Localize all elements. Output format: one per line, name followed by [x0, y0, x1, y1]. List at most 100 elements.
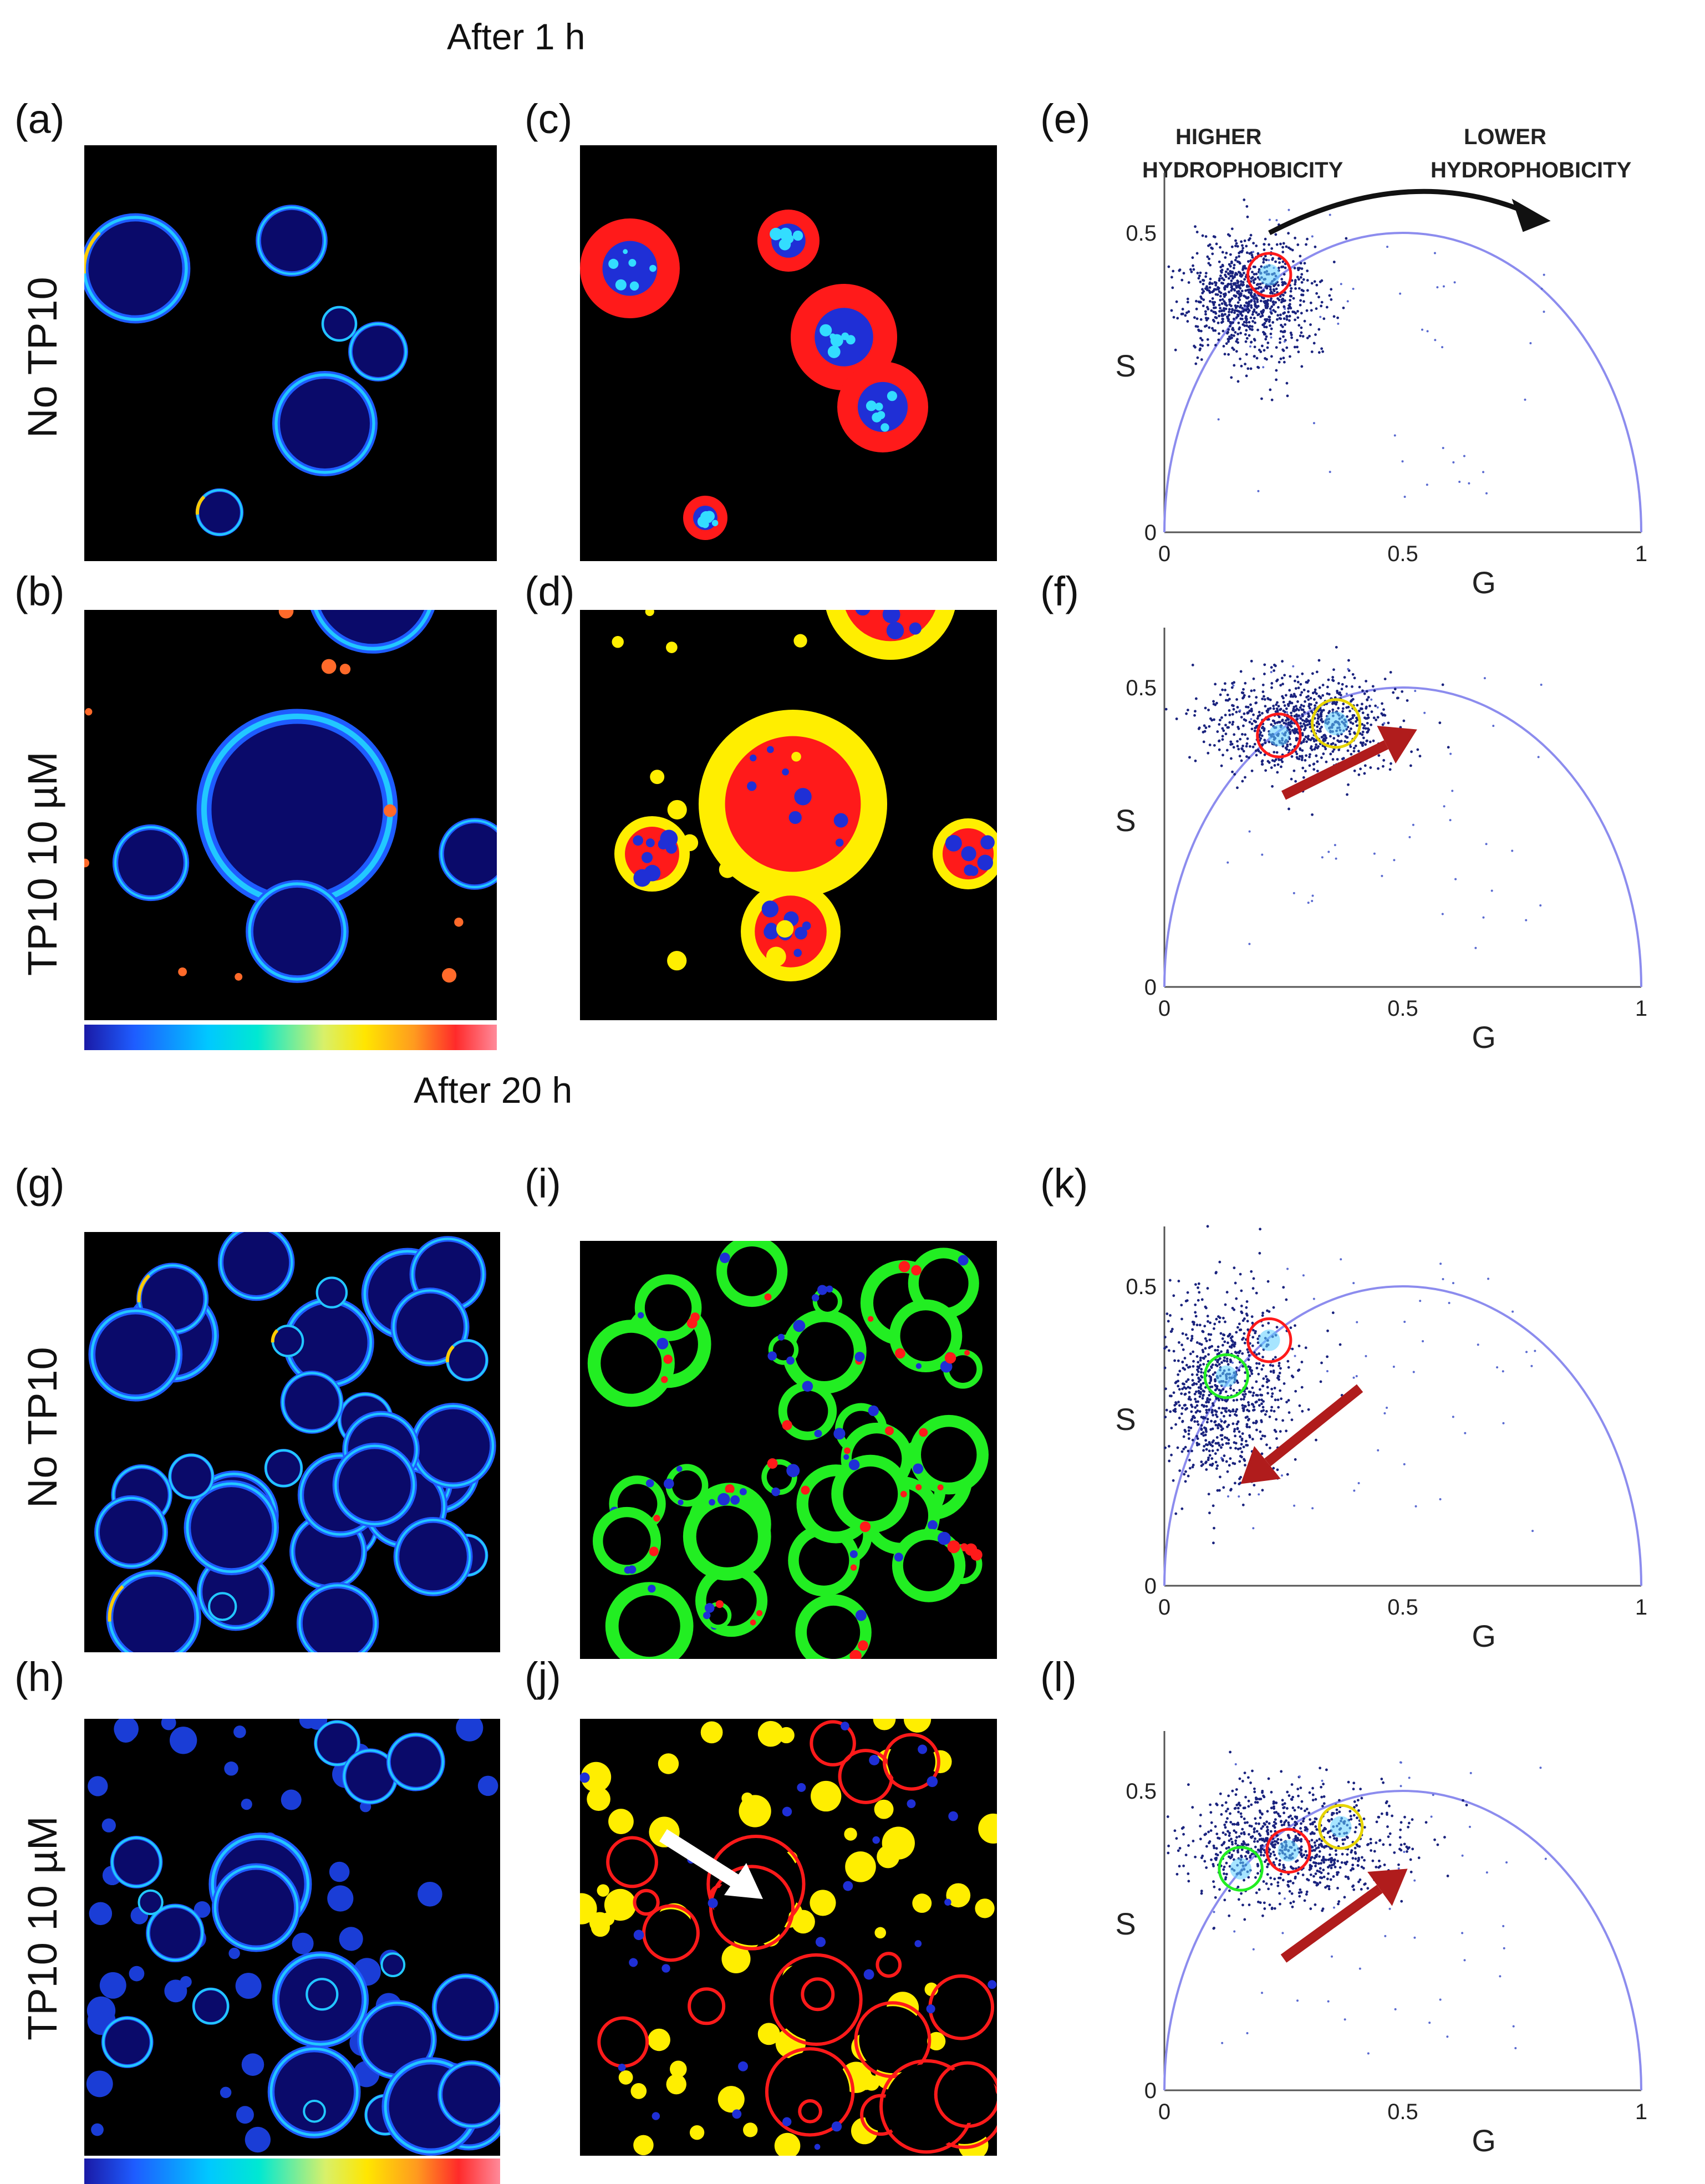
phasor-point	[1300, 1800, 1304, 1803]
phasor-point	[1294, 1324, 1296, 1327]
phasor-point	[1304, 700, 1306, 703]
phasor-point	[1300, 331, 1303, 334]
image-panel-j	[580, 1719, 997, 2156]
phasor-point	[1194, 1311, 1197, 1314]
phasor-point	[1326, 1831, 1330, 1834]
aggregate-blob	[658, 1753, 679, 1774]
cluster-speckle	[829, 333, 836, 340]
phasor-point	[1305, 1893, 1308, 1896]
cluster-speckle	[895, 1348, 905, 1359]
phasor-point	[1235, 1836, 1238, 1839]
phasor-point	[1182, 1435, 1185, 1438]
phasor-point	[1196, 1368, 1199, 1371]
aggregate-blob	[791, 1910, 815, 1934]
phasor-point	[1174, 1512, 1178, 1515]
phasor-point	[1208, 1841, 1210, 1845]
phasor-point-sparse	[1392, 1365, 1395, 1368]
trend-arrow-shaft	[1281, 740, 1389, 800]
trend-arrow-shaft	[1268, 189, 1535, 235]
phasor-point	[1300, 1840, 1302, 1843]
cluster-vesicle-rim	[876, 1952, 902, 1978]
phasor-point	[1274, 260, 1277, 263]
phasor-point	[1198, 1323, 1202, 1327]
cluster-speckle	[886, 622, 904, 640]
vesicle-interior	[204, 716, 390, 903]
phasor-point	[1172, 315, 1175, 319]
phasor-point	[1324, 747, 1327, 751]
y-tick-label: 0.5	[1126, 1779, 1157, 1804]
phasor-point	[1240, 1443, 1243, 1446]
phasor-point-sparse	[1441, 346, 1444, 349]
phasor-point	[1287, 1824, 1290, 1826]
phasor-point	[1322, 752, 1325, 755]
phasor-point-sparse	[1283, 1897, 1286, 1900]
phasor-point	[1309, 1818, 1312, 1821]
phasor-point	[1244, 1371, 1247, 1374]
phasor-point-sparse	[1384, 1934, 1387, 1937]
phasor-point-sparse	[1287, 208, 1290, 211]
phasor-point-sparse	[1412, 1371, 1415, 1373]
phasor-point	[1167, 1445, 1170, 1448]
phasor-point	[1210, 1457, 1214, 1460]
aggregate-blob	[782, 2117, 792, 2126]
phasor-point	[1290, 777, 1293, 781]
phasor-point	[1340, 740, 1343, 743]
phasor-point	[1207, 344, 1210, 347]
phasor-point	[1307, 720, 1310, 723]
cluster-hotspot	[1258, 264, 1280, 286]
phasor-point	[1301, 715, 1304, 717]
phasor-point	[1329, 1878, 1332, 1881]
phasor-point	[1315, 1847, 1318, 1850]
phasor-point	[1261, 683, 1265, 686]
phasor-point	[1229, 1410, 1232, 1413]
phasor-point	[1258, 1888, 1261, 1891]
phasor-point-sparse	[1502, 1925, 1505, 1927]
phasor-point	[1215, 1467, 1218, 1470]
phasor-point	[1270, 1842, 1273, 1845]
aggregate-blob	[645, 610, 654, 617]
phasor-point	[1280, 1824, 1284, 1827]
phasor-point	[1383, 714, 1387, 717]
phasor-point	[1297, 714, 1300, 717]
phasor-point	[1197, 277, 1200, 280]
phasor-point	[1241, 284, 1244, 287]
phasor-point	[1319, 696, 1322, 700]
phasor-point	[1246, 1351, 1250, 1354]
phasor-point	[1270, 766, 1273, 769]
phasor-point	[1184, 1470, 1187, 1473]
phasor-point-sparse	[1449, 752, 1452, 755]
phasor-point	[1240, 1398, 1243, 1401]
phasor-point	[1316, 713, 1319, 716]
phasor-point	[1351, 1864, 1355, 1867]
phasor-point	[1347, 705, 1350, 709]
aggregate-blob	[278, 610, 294, 619]
cluster-speckle	[658, 839, 669, 850]
phasor-point	[1232, 1389, 1235, 1392]
phasor-point	[1366, 698, 1369, 701]
aggregate-blob	[629, 1958, 638, 1967]
phasor-point	[1201, 1397, 1204, 1400]
phasor-point	[1229, 1856, 1232, 1860]
phasor-point	[1229, 1821, 1233, 1824]
phasor-point	[1205, 324, 1208, 327]
phasor-point	[1196, 356, 1199, 359]
vesicle-membrane	[147, 1905, 203, 1962]
phasor-point	[1231, 720, 1235, 724]
phasor-point-sparse	[1376, 706, 1379, 709]
aggregate-blob	[604, 1888, 637, 1921]
phasor-point	[1235, 710, 1238, 714]
phasor-point	[1352, 1884, 1355, 1887]
phasor-point	[1402, 719, 1406, 722]
phasor-point	[1232, 317, 1235, 320]
phasor-point-sparse	[1321, 1779, 1324, 1782]
phasor-point	[1285, 318, 1289, 321]
phasor-point-sparse	[1496, 1366, 1499, 1369]
phasor-point	[1235, 316, 1238, 319]
phasor-point	[1244, 1464, 1246, 1467]
phasor-point	[1295, 705, 1297, 707]
phasor-point	[1332, 679, 1335, 683]
phasor-point	[1299, 694, 1302, 696]
phasor-point	[1269, 332, 1273, 335]
phasor-point	[1253, 1790, 1256, 1794]
phasor-point	[1172, 269, 1175, 273]
